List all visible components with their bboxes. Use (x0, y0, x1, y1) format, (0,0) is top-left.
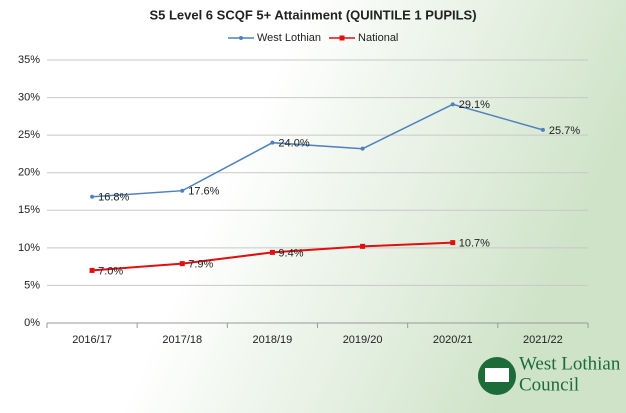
y-tick-label: 30% (18, 91, 40, 103)
point (90, 194, 95, 199)
data-label: 25.7% (549, 125, 580, 137)
legend-marker (239, 36, 243, 40)
x-tick-label: 2019/20 (343, 334, 383, 346)
legend-label: West Lothian (257, 32, 321, 44)
data-label: 17.6% (188, 186, 219, 198)
point (360, 146, 365, 151)
y-tick-label: 35% (18, 54, 40, 66)
y-tick-label: 5% (24, 279, 40, 291)
y-tick-label: 10% (18, 242, 40, 254)
point (360, 243, 366, 249)
x-tick-label: 2018/19 (253, 334, 293, 346)
data-label: 16.8% (98, 192, 129, 204)
y-tick-label: 0% (24, 317, 40, 329)
legend-label: National (358, 32, 398, 44)
data-label: 9.4% (278, 247, 303, 259)
point (540, 127, 545, 132)
logo-emblem-detail (485, 368, 509, 382)
x-tick-label: 2020/21 (433, 334, 473, 346)
series-line (92, 103, 544, 198)
y-tick-label: 20% (18, 167, 40, 179)
point (450, 102, 455, 107)
data-label: 24.0% (278, 138, 309, 150)
y-tick-label: 25% (18, 129, 40, 141)
data-label: 10.7% (459, 238, 490, 250)
x-tick-label: 2016/17 (72, 334, 112, 346)
logo-text: West Lothian (519, 353, 621, 374)
logo: West Lothian Council (478, 353, 621, 395)
data-label: 7.0% (98, 265, 123, 277)
logo-text: Council (519, 374, 579, 395)
point (270, 140, 275, 145)
data-label: 29.1% (459, 99, 490, 111)
legend-marker (339, 35, 345, 41)
point (180, 188, 185, 193)
x-tick-label: 2017/18 (162, 334, 202, 346)
data-label: 7.9% (188, 259, 213, 271)
point (89, 267, 95, 273)
point (179, 261, 185, 267)
point (450, 240, 456, 246)
y-tick-label: 15% (18, 204, 40, 216)
point (269, 249, 275, 255)
chart-title: S5 Level 6 SCQF 5+ Attainment (QUINTILE … (149, 7, 476, 22)
x-tick-label: 2021/22 (523, 334, 563, 346)
